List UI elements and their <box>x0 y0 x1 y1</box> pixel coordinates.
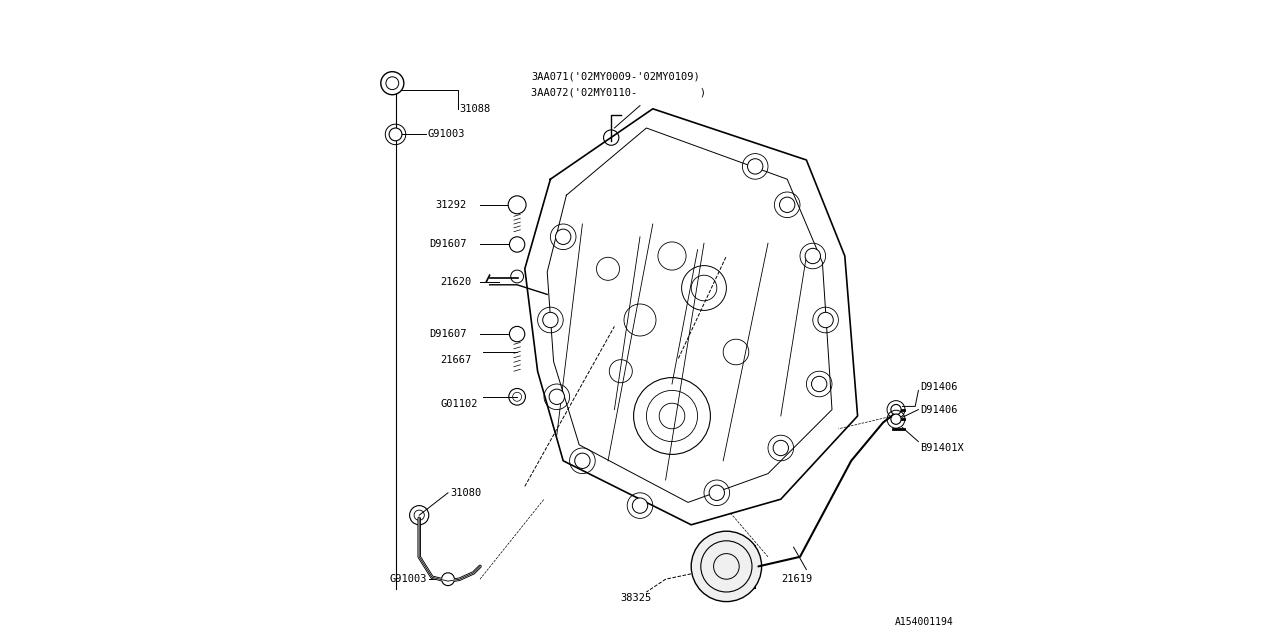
Text: 21620: 21620 <box>440 276 471 287</box>
Text: 38325: 38325 <box>621 593 652 604</box>
Text: 3AA072('02MY0110-          ): 3AA072('02MY0110- ) <box>531 88 707 98</box>
Circle shape <box>509 237 525 252</box>
Circle shape <box>780 197 795 212</box>
Circle shape <box>389 128 402 141</box>
Text: A154001194: A154001194 <box>895 617 954 627</box>
Text: D91607: D91607 <box>429 239 466 250</box>
Text: 31080: 31080 <box>451 488 481 498</box>
Circle shape <box>812 376 827 392</box>
Circle shape <box>773 440 788 456</box>
Text: G91003: G91003 <box>389 574 426 584</box>
Text: B91401X: B91401X <box>920 443 964 453</box>
Circle shape <box>549 389 564 404</box>
Circle shape <box>891 404 901 415</box>
Circle shape <box>691 531 762 602</box>
Text: 21667: 21667 <box>440 355 471 365</box>
Circle shape <box>709 485 724 500</box>
Circle shape <box>543 312 558 328</box>
Text: G01102: G01102 <box>440 399 477 410</box>
Circle shape <box>508 196 526 214</box>
Circle shape <box>891 414 901 424</box>
Circle shape <box>575 453 590 468</box>
Circle shape <box>818 312 833 328</box>
Circle shape <box>556 229 571 244</box>
Circle shape <box>381 72 404 95</box>
Text: D91406: D91406 <box>920 404 957 415</box>
Text: 31088: 31088 <box>460 104 490 114</box>
Text: 31292: 31292 <box>435 200 466 210</box>
Text: 3AA071('02MY0009-'02MY0109): 3AA071('02MY0009-'02MY0109) <box>531 72 700 82</box>
Text: D91607: D91607 <box>429 329 466 339</box>
Circle shape <box>748 159 763 174</box>
Text: 21619: 21619 <box>781 574 812 584</box>
Text: D91406: D91406 <box>920 382 957 392</box>
Circle shape <box>509 326 525 342</box>
Text: G91003: G91003 <box>428 129 465 140</box>
Circle shape <box>632 498 648 513</box>
Circle shape <box>805 248 820 264</box>
Circle shape <box>442 573 454 586</box>
